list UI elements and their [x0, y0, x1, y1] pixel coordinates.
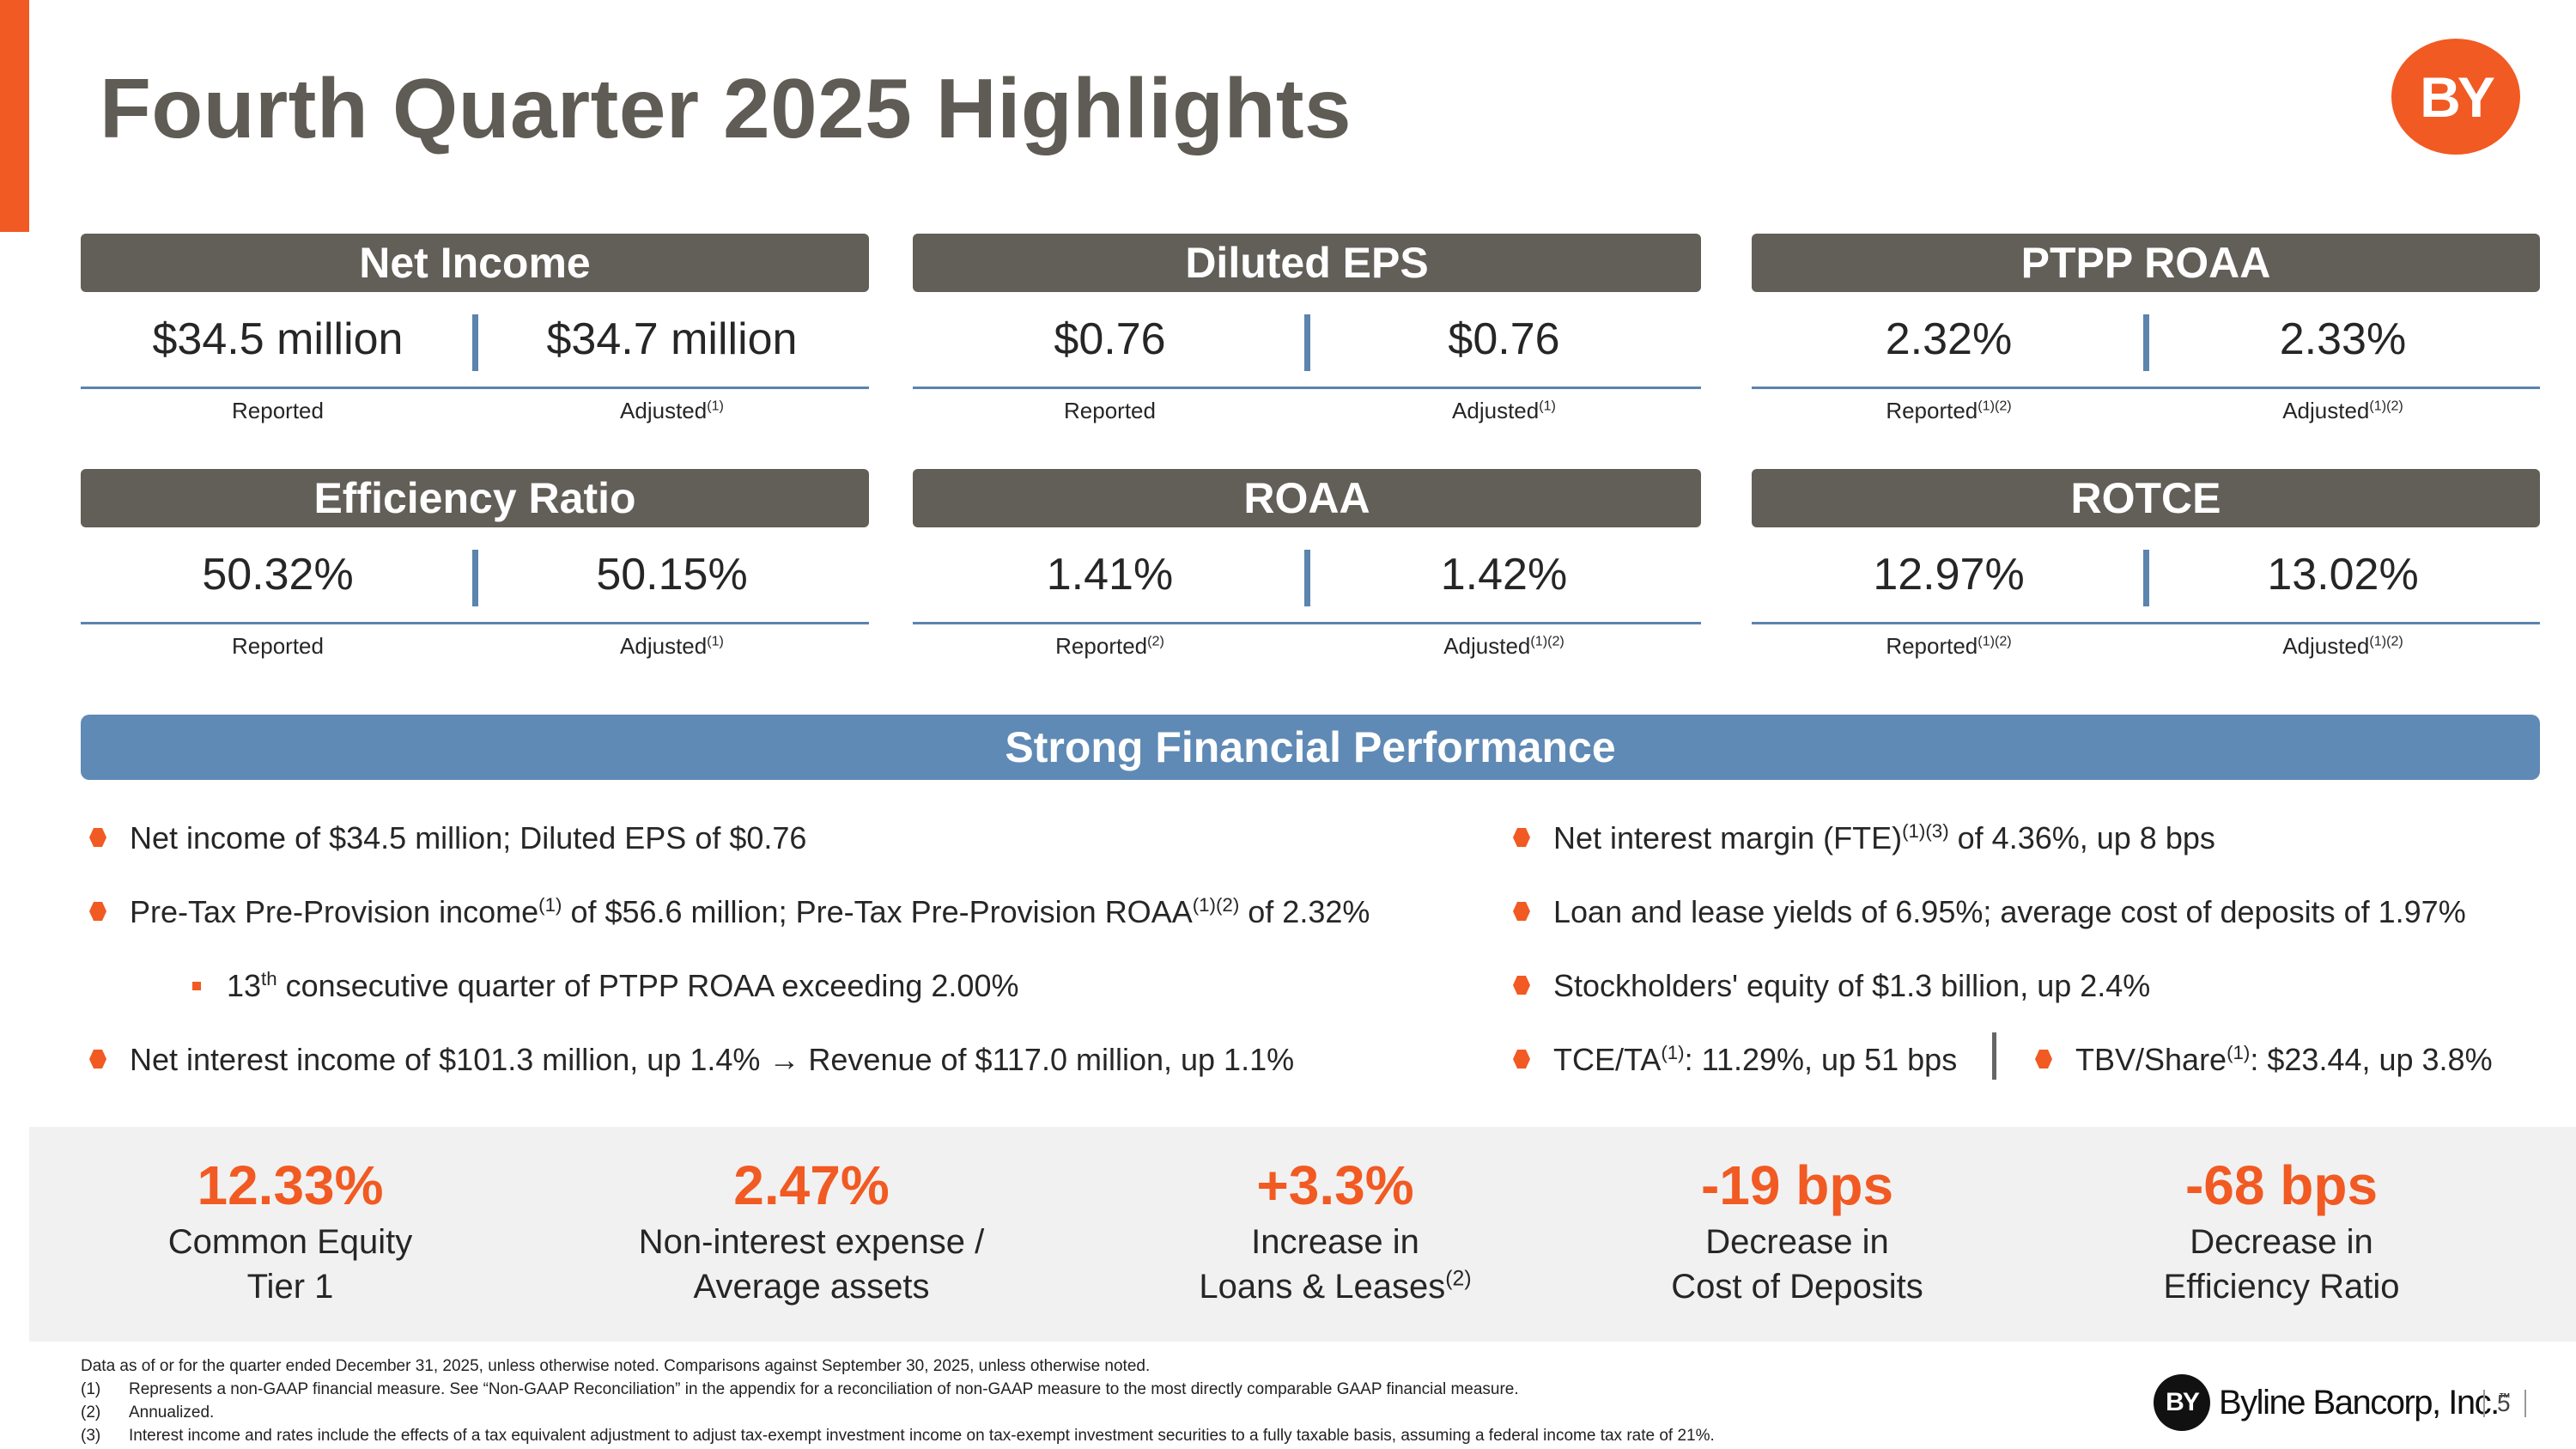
page-title: Fourth Quarter 2025 Highlights: [100, 61, 1352, 155]
reported-label: Reported: [1064, 398, 1156, 423]
hexagon-bullet-icon: [1513, 902, 1530, 921]
stat-label-line1: Decrease in: [2190, 1223, 2373, 1261]
value-divider: [472, 314, 478, 371]
footnote-3: (3) Interest income and rates include the…: [81, 1427, 1715, 1445]
bullet-item: Net interest income of $101.3 million, u…: [89, 1042, 1294, 1078]
adjusted-value: 13.02%: [2267, 550, 2419, 600]
adjusted-label: Adjusted(1): [620, 633, 724, 659]
footnote-intro: Data as of or for the quarter ended Dece…: [81, 1357, 1151, 1375]
metric-diluted-eps: Diluted EPS $0.76 $0.76 Reported Adjuste…: [913, 234, 1701, 437]
footnotes: Data as of or for the quarter ended Dece…: [81, 1355, 1715, 1447]
stat-value: 12.33%: [197, 1154, 384, 1216]
stat-value: +3.3%: [1256, 1154, 1414, 1216]
byline-logo-icon: BY: [2391, 39, 2520, 155]
accent-bar: [0, 0, 29, 232]
footnote-1: (1) Represents a non-GAAP financial measu…: [81, 1380, 1519, 1398]
metric-title: PTPP ROAA: [1752, 234, 2540, 292]
section-banner: Strong Financial Performance: [81, 715, 2540, 780]
hexagon-bullet-icon: [89, 828, 106, 847]
reported-value: $34.5 million: [152, 314, 404, 364]
stat-value: -68 bps: [2184, 1154, 2379, 1216]
metric-ptpp-roaa: PTPP ROAA 2.32% 2.33% Reported(1)(2) Adj…: [1752, 234, 2540, 437]
adjusted-value: $34.7 million: [546, 314, 798, 364]
metric-title: Diluted EPS: [913, 234, 1701, 292]
hexagon-bullet-icon: [2035, 1050, 2052, 1068]
byline-mark-icon: BY: [2154, 1374, 2210, 1431]
adjusted-label: Adjusted(1)(2): [2282, 633, 2403, 659]
stat-label-line2: Cost of Deposits: [1671, 1268, 1923, 1306]
reported-label: Reported(1)(2): [1886, 398, 2012, 423]
stats-band: [29, 1127, 2576, 1342]
value-divider: [1304, 550, 1310, 606]
reported-value: 50.32%: [202, 550, 354, 600]
bullet-item: Loan and lease yields of 6.95%; average …: [1513, 894, 2466, 930]
adjusted-value: 2.33%: [2279, 314, 2407, 364]
metric-title: ROTCE: [1752, 469, 2540, 527]
stat-efficiency: -68 bps Decrease in Efficiency Ratio: [2058, 1151, 2505, 1309]
value-divider: [1304, 314, 1310, 371]
metric-net-income: Net Income $34.5 million $34.7 million R…: [81, 234, 869, 437]
value-divider: [472, 550, 478, 606]
bullet-item: Net interest margin (FTE)(1)(3) of 4.36%…: [1513, 820, 2215, 856]
footer-brand: BY Byline Bancorp, Inc.™: [2154, 1374, 2511, 1431]
value-divider: [2143, 314, 2149, 371]
sub-bullet-item: 13th consecutive quarter of PTPP ROAA ex…: [192, 968, 1018, 1004]
hexagon-bullet-icon: [1513, 1050, 1530, 1068]
adjusted-label: Adjusted(1)(2): [2282, 398, 2403, 423]
adjusted-label: Adjusted(1)(2): [1443, 633, 1564, 659]
stat-value: -19 bps: [1700, 1154, 1894, 1216]
adjusted-value: $0.76: [1448, 314, 1560, 364]
metric-rotce: ROTCE 12.97% 13.02% Reported(1)(2) Adjus…: [1752, 469, 2540, 673]
stat-nie-assets: 2.47% Non-interest expense / Average ass…: [588, 1151, 1035, 1309]
reported-label: Reported: [232, 398, 324, 423]
reported-value: 2.32%: [1885, 314, 2013, 364]
reported-label: Reported(2): [1055, 633, 1164, 659]
reported-label: Reported(1)(2): [1886, 633, 2012, 659]
stat-label-line1: Increase in: [1251, 1223, 1419, 1261]
stat-label-line2: Efficiency Ratio: [2163, 1268, 2400, 1306]
stat-label-line2: Loans & Leases(2): [1199, 1267, 1472, 1306]
stat-label-line1: Decrease in: [1705, 1223, 1889, 1261]
adjusted-value: 1.42%: [1440, 550, 1568, 600]
bullet-item: Pre-Tax Pre-Provision income(1) of $56.6…: [89, 894, 1370, 930]
bullet-item: Net income of $34.5 million; Diluted EPS…: [89, 820, 806, 856]
metric-title: ROAA: [913, 469, 1701, 527]
reported-value: 1.41%: [1046, 550, 1174, 600]
stat-label-line2: Tier 1: [246, 1268, 334, 1306]
stat-value: 2.47%: [733, 1154, 890, 1216]
reported-value: $0.76: [1054, 314, 1166, 364]
hexagon-bullet-icon: [89, 902, 106, 921]
stat-label-line1: Common Equity: [167, 1223, 413, 1261]
stat-cost-deposits: -19 bps Decrease in Cost of Deposits: [1574, 1151, 2020, 1309]
brand-name: Byline Bancorp, Inc.™: [2219, 1383, 2511, 1422]
metric-title: Net Income: [81, 234, 869, 292]
bullet-item: Stockholders' equity of $1.3 billion, up…: [1513, 968, 2150, 1004]
adjusted-label: Adjusted(1): [1452, 398, 1556, 423]
square-bullet-icon: [192, 982, 201, 990]
adjusted-label: Adjusted(1): [620, 398, 724, 423]
reported-label: Reported: [232, 633, 324, 659]
stat-loans-leases: +3.3% Increase in Loans & Leases(2): [1112, 1151, 1558, 1309]
metric-roaa: ROAA 1.41% 1.42% Reported(2) Adjusted(1)…: [913, 469, 1701, 673]
hexagon-bullet-icon: [89, 1050, 106, 1068]
arrow-right-icon: →: [769, 1042, 800, 1077]
bullet-divider: [1992, 1032, 1996, 1080]
stat-cet1: 12.33% Common Equity Tier 1: [67, 1151, 513, 1309]
bullet-item: TCE/TA(1): 11.29%, up 51 bps: [1513, 1042, 1957, 1078]
stat-label-line2: Average assets: [693, 1268, 930, 1306]
footnote-2: (2) Annualized.: [81, 1403, 215, 1422]
metric-efficiency-ratio: Efficiency Ratio 50.32% 50.15% Reported …: [81, 469, 869, 673]
bullet-item: TBV/Share(1): $23.44, up 3.8%: [2035, 1042, 2493, 1078]
metric-title: Efficiency Ratio: [81, 469, 869, 527]
value-divider: [2143, 550, 2149, 606]
reported-value: 12.97%: [1873, 550, 2025, 600]
stat-label-line1: Non-interest expense /: [638, 1223, 985, 1261]
page-number: 5: [2483, 1390, 2526, 1417]
hexagon-bullet-icon: [1513, 976, 1530, 995]
adjusted-value: 50.15%: [596, 550, 748, 600]
hexagon-bullet-icon: [1513, 828, 1530, 847]
